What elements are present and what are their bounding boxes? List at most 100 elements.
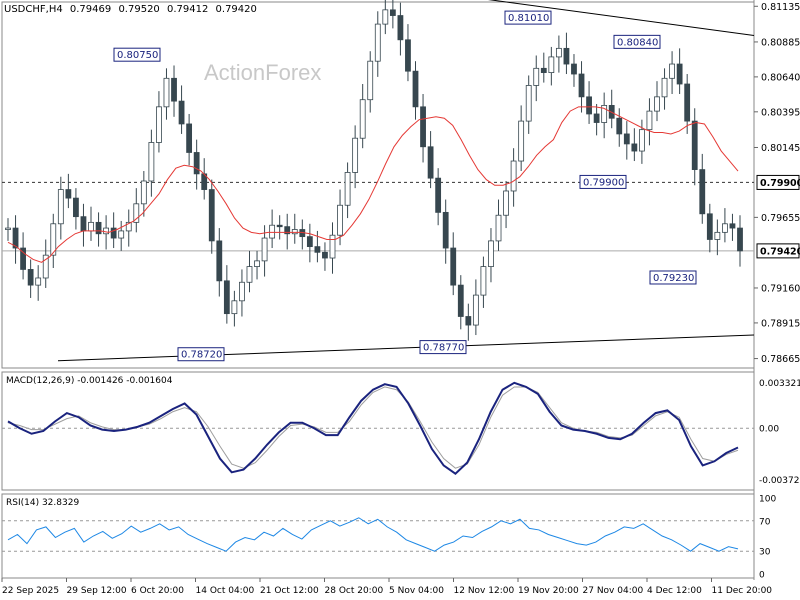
price-tick-label: 0.80145 — [761, 143, 800, 154]
candle-body — [457, 284, 464, 317]
candle-body — [669, 63, 675, 79]
candle-body — [337, 204, 343, 236]
candle-body — [442, 211, 449, 249]
candle-body — [480, 266, 487, 296]
candle-body — [435, 177, 442, 213]
candle-body — [427, 146, 434, 179]
candle-body — [525, 85, 532, 122]
low-value: 0.79412 — [166, 4, 209, 15]
rsi-tick-label: 100 — [759, 495, 776, 505]
high-value: 0.79520 — [118, 4, 160, 15]
candle-body — [691, 120, 698, 170]
candle-body — [571, 63, 577, 75]
candle-body — [714, 231, 721, 240]
candle-body — [110, 227, 117, 239]
candle-body — [540, 67, 547, 74]
candle-body — [465, 316, 472, 326]
rsi-pane — [1, 493, 755, 579]
candle-body — [382, 9, 389, 25]
level-label-box — [613, 34, 661, 49]
candle-body — [140, 180, 147, 205]
close-value: 0.79420 — [215, 4, 257, 15]
candle-body — [646, 110, 653, 131]
candle-body — [722, 223, 728, 233]
candle-body — [578, 73, 585, 98]
level-label-box — [419, 340, 467, 355]
candle-body — [193, 152, 200, 175]
x-tick-label: 6 Oct 20:00 — [131, 586, 184, 596]
candle-body — [12, 227, 19, 249]
candle-body — [676, 63, 683, 85]
candle-body — [254, 260, 260, 267]
rsi-tick-label: 0 — [759, 571, 765, 581]
candle-body — [322, 251, 328, 259]
candle-body — [216, 240, 223, 282]
candle-body — [27, 269, 34, 286]
candle-body — [269, 224, 276, 239]
candle-body — [616, 117, 623, 135]
x-tick-label: 28 Oct 20:00 — [325, 586, 384, 596]
candle-body — [450, 247, 457, 286]
candle-body — [118, 230, 125, 239]
candle-body — [306, 236, 313, 248]
macd-line — [7, 381, 739, 475]
candle-body — [50, 223, 57, 256]
candle-body — [291, 229, 298, 235]
candle-body — [80, 216, 87, 232]
rsi-tick-label: 30 — [759, 548, 771, 558]
level-label-box — [649, 270, 697, 285]
level-label: 0.79230 — [653, 273, 694, 284]
x-tick-label: 4 Dec 12:00 — [647, 586, 702, 596]
candle-body — [593, 113, 600, 123]
candle-body — [367, 60, 374, 101]
macd-tick-label: 0.003321 — [759, 379, 800, 389]
candle-body — [654, 96, 660, 112]
open-value: 0.79469 — [69, 4, 112, 15]
candle-body — [35, 277, 42, 286]
price-tick-label: 0.79160 — [761, 283, 800, 294]
x-tick-label: 11 Dec 20:00 — [712, 586, 773, 596]
level-label: 0.80840 — [617, 37, 658, 48]
candle-body — [397, 15, 404, 41]
price-tick-label: 0.80885 — [761, 37, 800, 48]
candle-body — [555, 47, 562, 58]
trendline-lower — [57, 334, 755, 362]
candle-body — [420, 106, 426, 148]
macd-tick-label: 0.00 — [759, 425, 779, 435]
price-tick-label: 0.78915 — [761, 318, 800, 329]
level-label: 0.81010 — [508, 13, 549, 24]
level-label-box — [177, 347, 225, 362]
level-label-box — [579, 174, 627, 189]
candle-body — [65, 189, 72, 199]
candle-body — [223, 280, 230, 315]
price-tick-label: 0.79655 — [761, 213, 800, 224]
candle-body — [359, 99, 366, 139]
candle-body — [148, 142, 155, 182]
symbol: USDCHF — [4, 4, 46, 15]
candle-body — [125, 221, 132, 232]
timeframe: H4 — [48, 4, 63, 15]
candle-body — [699, 169, 706, 215]
candle-body — [178, 100, 185, 125]
level-label-box — [113, 47, 161, 62]
candle-body — [405, 39, 411, 72]
x-tick-label: 21 Oct 12:00 — [260, 586, 319, 596]
candle-body — [5, 227, 11, 230]
x-tick-label: 12 Nov 12:00 — [454, 586, 515, 596]
candle-body — [276, 224, 283, 228]
price-tag: 0.79420 — [760, 246, 800, 257]
candle-body — [73, 197, 79, 218]
candle-body — [231, 300, 238, 315]
moving-average-line — [7, 106, 739, 263]
candle-body — [533, 67, 540, 86]
candle-body — [239, 281, 245, 302]
candle-body — [156, 106, 162, 143]
candle-body — [472, 294, 479, 326]
price-tag-box — [756, 243, 800, 259]
candle-body — [261, 237, 268, 262]
trendline-upper — [487, 0, 755, 37]
candle-body — [563, 47, 570, 65]
level-label: 0.80750 — [117, 50, 158, 61]
candle-body — [42, 254, 49, 279]
